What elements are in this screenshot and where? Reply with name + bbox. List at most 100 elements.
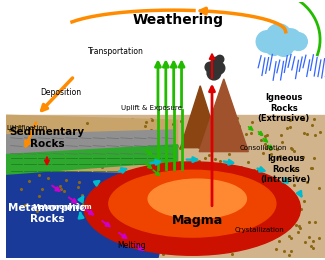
Point <box>81 147 86 151</box>
Point <box>106 242 111 246</box>
Point <box>96 244 101 248</box>
Point <box>33 158 39 162</box>
Point <box>52 167 57 171</box>
Point <box>26 196 31 200</box>
Point <box>83 172 88 176</box>
Circle shape <box>265 38 283 55</box>
Point <box>239 165 244 169</box>
Point <box>157 181 162 186</box>
Point <box>91 223 96 227</box>
Point <box>137 120 142 125</box>
Point <box>143 124 148 128</box>
Point <box>56 236 61 240</box>
Point <box>236 124 241 128</box>
Point <box>168 129 173 133</box>
Point <box>131 173 136 177</box>
Point <box>204 185 209 189</box>
Text: Sedimentary
Rocks: Sedimentary Rocks <box>9 127 84 149</box>
Point <box>15 218 20 222</box>
Point <box>309 166 314 170</box>
Point <box>166 119 172 123</box>
Point <box>257 229 262 233</box>
Text: Igneous
Rocks
(Intrusive): Igneous Rocks (Intrusive) <box>261 154 311 184</box>
Point <box>16 170 21 174</box>
Circle shape <box>216 55 224 63</box>
Point <box>103 159 108 163</box>
Point <box>213 157 218 161</box>
Point <box>51 251 56 255</box>
Polygon shape <box>181 86 220 148</box>
Point <box>202 156 208 160</box>
Point <box>260 189 265 193</box>
Point <box>166 179 171 183</box>
Point <box>75 185 80 190</box>
Point <box>300 155 306 159</box>
Circle shape <box>213 62 225 74</box>
Point <box>171 238 176 243</box>
Point <box>41 222 46 226</box>
Point <box>19 157 24 161</box>
Point <box>285 187 290 191</box>
Point <box>18 163 23 167</box>
Point <box>159 189 164 193</box>
Point <box>108 199 113 204</box>
Point <box>305 180 310 185</box>
Point <box>213 135 218 139</box>
Point <box>118 179 123 184</box>
Point <box>112 130 118 134</box>
Circle shape <box>290 33 307 50</box>
Point <box>194 143 199 147</box>
Point <box>126 124 132 128</box>
Point <box>311 246 316 250</box>
Point <box>54 115 59 120</box>
Point <box>44 123 49 127</box>
Point <box>269 152 274 156</box>
Point <box>61 243 66 247</box>
Point <box>191 216 197 220</box>
Point <box>30 224 35 229</box>
Point <box>93 185 98 190</box>
Point <box>118 202 123 206</box>
Point <box>7 128 12 132</box>
Point <box>250 119 255 124</box>
Point <box>288 249 293 253</box>
Point <box>258 132 263 136</box>
Circle shape <box>274 37 293 56</box>
Point <box>18 209 23 213</box>
Point <box>263 134 268 138</box>
Point <box>32 164 37 168</box>
Point <box>265 133 270 138</box>
Point <box>248 242 254 246</box>
Point <box>21 150 26 154</box>
Text: Weathering: Weathering <box>132 13 223 27</box>
Point <box>119 155 124 160</box>
Point <box>306 235 311 239</box>
Point <box>235 177 240 181</box>
Point <box>95 247 100 251</box>
Point <box>120 212 125 216</box>
Point <box>81 228 86 232</box>
Point <box>278 198 283 202</box>
Point <box>43 142 48 147</box>
Point <box>249 131 254 135</box>
Point <box>94 145 99 149</box>
Point <box>317 130 322 134</box>
Point <box>29 217 34 221</box>
Point <box>42 218 47 222</box>
Point <box>32 248 37 252</box>
Circle shape <box>205 62 215 72</box>
Circle shape <box>256 31 278 52</box>
Point <box>20 163 25 167</box>
Point <box>60 128 65 132</box>
Point <box>84 121 89 125</box>
Point <box>23 147 29 152</box>
Point <box>123 168 128 172</box>
Point <box>107 124 112 128</box>
Point <box>120 151 125 155</box>
Point <box>144 146 149 150</box>
Point <box>178 119 183 123</box>
Point <box>111 125 117 129</box>
Point <box>310 239 315 243</box>
Point <box>204 191 210 195</box>
Point <box>196 159 202 163</box>
